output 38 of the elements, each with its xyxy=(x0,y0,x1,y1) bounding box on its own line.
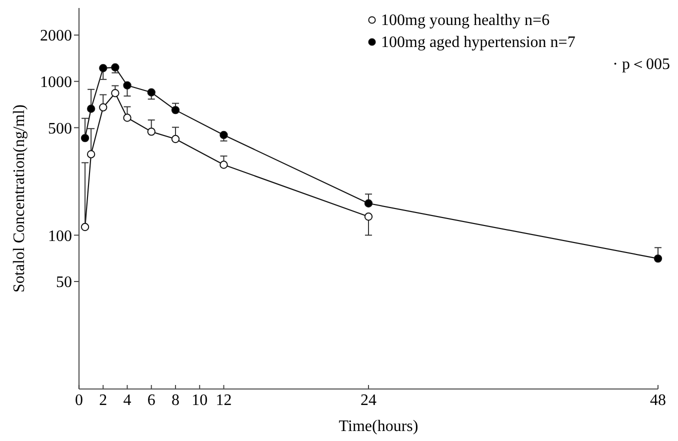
point xyxy=(111,89,120,98)
point xyxy=(364,212,373,221)
point xyxy=(654,254,662,263)
point xyxy=(220,160,228,169)
point xyxy=(86,150,96,158)
point xyxy=(99,103,108,112)
point xyxy=(80,222,90,232)
point xyxy=(147,88,156,96)
y-tick-label: 50 xyxy=(56,274,72,292)
y-tick-label: 2000 xyxy=(40,28,72,45)
x-tick-label: 12 xyxy=(216,392,232,409)
point xyxy=(123,81,132,90)
x-tick-label: 8 xyxy=(172,392,180,409)
point xyxy=(364,199,373,208)
annotation: · p＜005 xyxy=(612,56,670,73)
point xyxy=(80,134,90,142)
x-axis-title: Time(hours) xyxy=(338,418,418,435)
point xyxy=(171,134,180,144)
point xyxy=(220,130,228,140)
x-tick-label: 0 xyxy=(75,392,83,409)
x-tick-label: 10 xyxy=(192,392,208,409)
y-tick-label: 1000 xyxy=(40,74,72,91)
point xyxy=(111,63,120,72)
x-tick-label: 6 xyxy=(147,392,156,409)
point xyxy=(171,106,180,114)
x-tick-label: 24 xyxy=(360,392,376,409)
y-tick-label: 500 xyxy=(48,120,72,138)
x-tick-label: 48 xyxy=(650,392,666,409)
x-tick-label: 2 xyxy=(99,392,108,409)
x-tick-label: 4 xyxy=(123,392,132,409)
point xyxy=(123,114,132,122)
point xyxy=(99,64,108,72)
y-tick-label: 100 xyxy=(48,228,72,245)
legend-label: 100mg aged hypertension n=7 xyxy=(381,34,576,51)
legend-label: 100mg young healthy n=6 xyxy=(381,12,550,29)
point xyxy=(86,104,96,113)
y-axis-title: Sotalol Concentration(ng/ml) xyxy=(11,104,28,292)
point xyxy=(147,128,156,136)
